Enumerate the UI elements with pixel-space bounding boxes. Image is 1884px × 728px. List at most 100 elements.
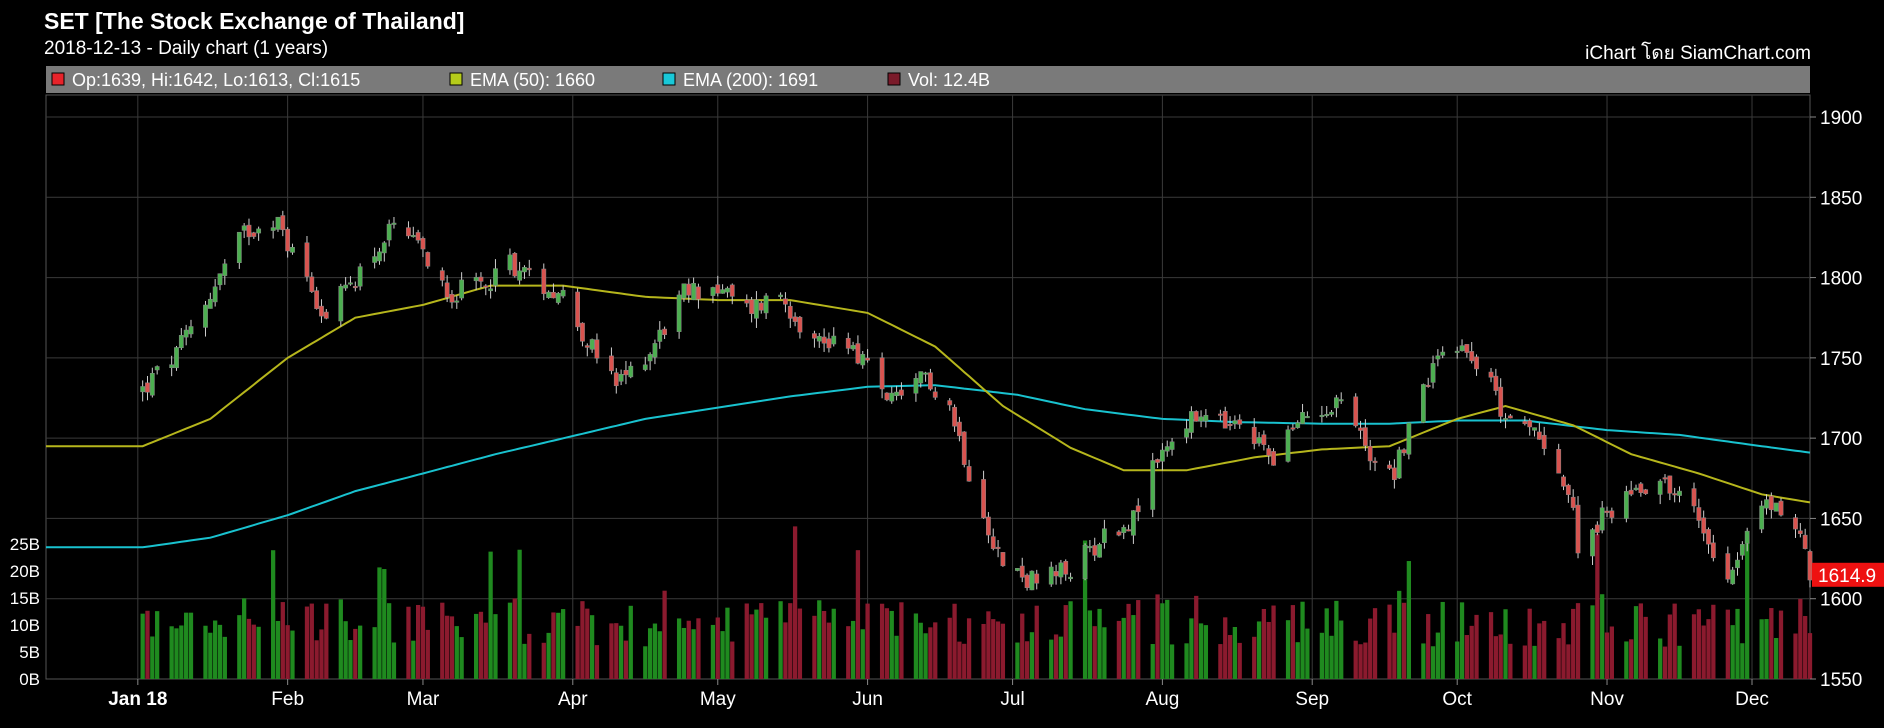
candle-body [319, 305, 324, 317]
volume-bar [986, 611, 991, 679]
candle-body [517, 270, 523, 281]
volume-bar [1701, 625, 1706, 679]
volume-bar [1334, 600, 1339, 679]
candle-body [1667, 475, 1673, 494]
legend-entry: EMA (200): 1691 [683, 70, 818, 90]
volume-bar [730, 641, 735, 679]
candle-body [691, 283, 696, 301]
volume-bar [846, 626, 851, 679]
candle-body [816, 336, 822, 342]
candle-body [1570, 496, 1576, 508]
candle-body [1121, 527, 1127, 533]
volume-bar [1029, 632, 1035, 679]
volume-bar [1392, 632, 1397, 679]
volume-bar [1116, 620, 1122, 679]
volume-bar [314, 640, 319, 679]
candle-body [1324, 414, 1330, 417]
volume-bar [725, 607, 730, 679]
candle-body [1599, 507, 1605, 531]
x-tick-label: Jul [1000, 689, 1024, 710]
volume-bar [681, 627, 687, 679]
volume-bar [1121, 617, 1126, 679]
volume-bar [715, 617, 720, 679]
volume-bar [1677, 645, 1682, 679]
y-tick-label: 1550 [1820, 670, 1862, 691]
volume-bar [324, 603, 329, 679]
volume-bar [343, 621, 348, 679]
volume-bar [1372, 608, 1378, 679]
candle-body [352, 286, 358, 289]
candle-body [449, 294, 455, 303]
volume-bar [556, 612, 561, 679]
ema-200-line [46, 384, 1811, 549]
candle-body [1329, 411, 1334, 415]
legend-entry: Op:1639, Hi:1642, Lo:1613, Cl:1615 [72, 70, 360, 90]
last-price-tag [1812, 562, 1884, 587]
volume-bar [749, 614, 754, 679]
volume-bar [676, 618, 682, 679]
candle-body [715, 284, 721, 294]
volume-bar [1440, 601, 1445, 679]
volume-bar [377, 567, 382, 679]
legend-entry: EMA (50): 1660 [470, 70, 595, 90]
candle-body [729, 284, 735, 297]
candle-body [589, 339, 595, 350]
x-tick-label: Nov [1590, 689, 1624, 710]
volume-bar [623, 640, 629, 679]
candle-body [1710, 542, 1716, 559]
candle-body [149, 373, 155, 396]
candle-body [787, 305, 793, 319]
volume-bar [1493, 636, 1498, 679]
grid [46, 95, 1810, 679]
candle-body [290, 247, 295, 253]
volume-bar [855, 550, 861, 679]
candle-body [1251, 426, 1257, 445]
candle-body [256, 228, 262, 234]
volume-bar [517, 549, 522, 679]
candle-body [623, 369, 629, 376]
x-tick-label: Jan 18 [108, 689, 167, 710]
volume-bar [213, 620, 218, 679]
volume-bar [831, 608, 836, 679]
candle-body [913, 378, 919, 394]
candle-body [203, 304, 208, 328]
candle-body [990, 536, 996, 549]
candle-body [251, 232, 257, 237]
volume-bar [1252, 636, 1257, 679]
candle-body [812, 333, 817, 339]
volume-bar [1300, 601, 1305, 679]
candle-body [995, 546, 1001, 549]
candle-body [894, 391, 899, 397]
candle-body [1198, 416, 1204, 422]
volume-bar [184, 612, 189, 679]
volume-bar [879, 603, 885, 679]
volume-bar [1556, 638, 1561, 679]
candle-body [1256, 437, 1262, 444]
volume-bar [449, 616, 455, 679]
volume-bar [1488, 612, 1494, 679]
candle-body [512, 253, 518, 277]
volume-bar [1184, 643, 1189, 679]
candle-body [1677, 490, 1682, 496]
volume-bar [237, 615, 242, 679]
candle-body [1454, 350, 1460, 353]
volume-bar [797, 608, 803, 679]
volume-bar [280, 602, 285, 679]
volume-tick-label: 0B [19, 670, 40, 689]
volume-bar [657, 631, 662, 679]
candle-body [1029, 570, 1035, 591]
candle-body [522, 267, 527, 273]
candle-body [1793, 517, 1798, 530]
volume-bar [1160, 603, 1165, 679]
candle-body [986, 516, 991, 536]
volume-bar [710, 624, 716, 679]
candle-body [1425, 384, 1431, 387]
candle-body [309, 276, 315, 292]
legend-swatch [887, 72, 901, 86]
volume-bar [1503, 609, 1508, 679]
volume-bar [1020, 613, 1025, 679]
candle-body [966, 466, 972, 482]
volume-bar [1595, 534, 1600, 679]
volume-bar [1295, 642, 1300, 679]
